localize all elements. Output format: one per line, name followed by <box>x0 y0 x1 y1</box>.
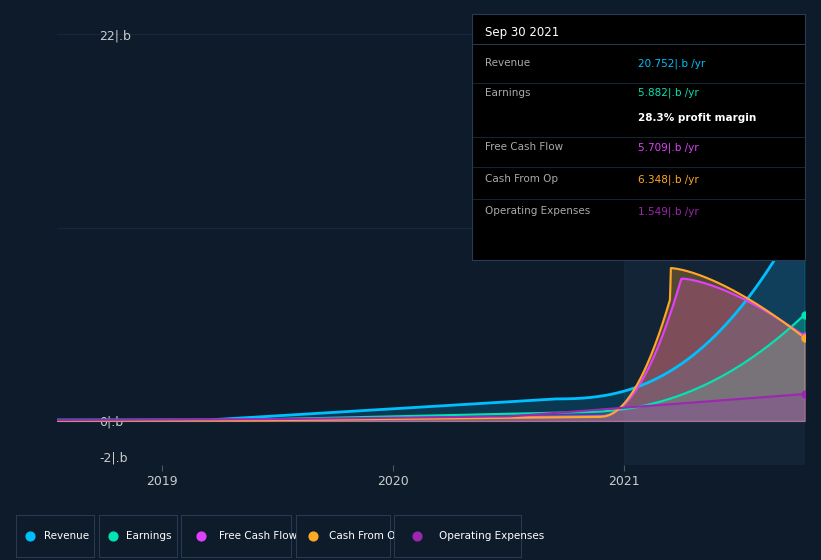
Text: Earnings: Earnings <box>126 531 172 541</box>
Text: 20.752|.b /yr: 20.752|.b /yr <box>639 58 705 69</box>
Point <box>106 532 119 541</box>
Point <box>798 333 811 342</box>
Text: Free Cash Flow: Free Cash Flow <box>485 142 563 152</box>
Text: Revenue: Revenue <box>485 58 530 68</box>
Bar <box>624 17 805 465</box>
Text: Revenue: Revenue <box>44 531 89 541</box>
Point <box>306 532 319 541</box>
Point <box>798 332 811 340</box>
Text: 5.882|.b /yr: 5.882|.b /yr <box>639 88 699 99</box>
Text: Cash From Op: Cash From Op <box>485 174 558 184</box>
Point <box>24 532 37 541</box>
Text: Earnings: Earnings <box>485 88 531 98</box>
Point <box>798 390 811 399</box>
Text: 28.3% profit margin: 28.3% profit margin <box>639 113 757 123</box>
Text: 1.549|.b /yr: 1.549|.b /yr <box>639 206 699 217</box>
Text: Operating Expenses: Operating Expenses <box>485 206 590 216</box>
Text: 6.348|.b /yr: 6.348|.b /yr <box>639 174 699 185</box>
Text: 5.709|.b /yr: 5.709|.b /yr <box>639 142 699 153</box>
Point <box>194 532 207 541</box>
Point <box>410 532 424 541</box>
Point <box>798 203 811 212</box>
Text: Operating Expenses: Operating Expenses <box>438 531 544 541</box>
Point <box>798 310 811 319</box>
Text: Cash From Op: Cash From Op <box>328 531 401 541</box>
Text: Sep 30 2021: Sep 30 2021 <box>485 26 560 39</box>
Text: Free Cash Flow: Free Cash Flow <box>219 531 297 541</box>
